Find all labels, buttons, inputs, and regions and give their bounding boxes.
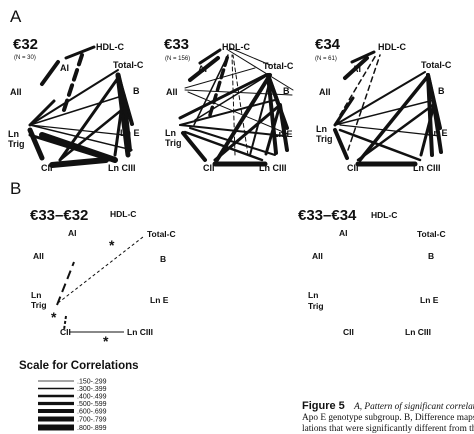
node-trig-label: Trig	[31, 300, 47, 310]
node-cii: CII	[60, 327, 71, 337]
panel-a-label: A	[10, 7, 22, 26]
node-ln-label: Ln	[8, 129, 19, 139]
node-ln-label: Ln	[165, 128, 176, 138]
graph-e33-n: (N = 156)	[165, 56, 190, 62]
node-ln-ciii: Ln CIII	[127, 327, 153, 337]
scale-title: Scale for Correlations	[19, 360, 139, 372]
node-ln-e: Ln E	[120, 128, 140, 138]
scale-item-1: .150-.299	[77, 379, 107, 386]
node-total-c: Total-C	[147, 229, 176, 239]
node-ln-ciii: Ln CIII	[259, 163, 287, 173]
caption-line-3: lations that were significantly differen…	[302, 424, 474, 434]
graph-diff-e33-e34-title: €33–€34	[298, 207, 357, 224]
edges-e32	[27, 45, 134, 168]
node-b: B	[160, 254, 166, 264]
graph-diff-e33-e34: €33–€34 HDL-C Total-C B Ln E Ln CIII CII…	[298, 207, 446, 337]
node-ln-e: Ln E	[420, 295, 439, 305]
node-aii: AII	[312, 251, 323, 261]
node-ln-ciii: Ln CIII	[413, 163, 441, 173]
edges-diff-e33-e32	[56, 236, 144, 333]
node-cii: CII	[41, 163, 53, 173]
node-trig-label: Trig	[308, 301, 324, 311]
node-ln-label: Ln	[308, 290, 318, 300]
node-ln-label: Ln	[316, 124, 327, 134]
node-total-c: Total-C	[263, 61, 294, 71]
node-b: B	[283, 86, 290, 96]
node-aii: AII	[33, 251, 44, 261]
node-ln-e: Ln E	[273, 129, 293, 139]
graph-e33: €33 (N = 156) HDL-C Total-C B Ln E Ln CI…	[164, 36, 294, 173]
node-ln-e: Ln E	[428, 128, 448, 138]
significance-star: *	[51, 309, 57, 325]
node-hdl-c: HDL-C	[371, 210, 397, 220]
node-ai: AI	[339, 228, 348, 238]
graph-e34: €34 (N = 61) HDL-C Total-C B Ln E Ln CII…	[315, 36, 452, 173]
graph-e32-title: €32	[13, 36, 38, 53]
caption-line-1: Figure 5 A, Pattern of significant corre…	[302, 401, 474, 413]
node-cii: CII	[347, 163, 359, 173]
graph-e32: €32 (N = 30) HDL-C Total-C B Ln E Ln CII…	[8, 36, 144, 173]
node-ln-label: Ln	[31, 290, 41, 300]
node-cii: CII	[203, 163, 215, 173]
node-ln-ciii: Ln CIII	[405, 327, 431, 337]
caption-line-2: Apo E genotype subgroup. B, Difference m…	[302, 413, 474, 423]
node-ai: AI	[198, 64, 207, 74]
significance-star: *	[103, 333, 109, 349]
node-aii: AII	[10, 87, 22, 97]
node-trig-label: Trig	[8, 139, 25, 149]
graph-diff-e33-e32-title: €33–€32	[30, 207, 88, 224]
caption-figure-label: Figure 5	[302, 401, 345, 412]
node-hdl-c: HDL-C	[222, 42, 250, 52]
node-b: B	[133, 86, 140, 96]
node-aii: AII	[166, 87, 178, 97]
node-b: B	[438, 86, 445, 96]
node-trig-label: Trig	[165, 138, 182, 148]
node-ai: AI	[60, 63, 69, 73]
scale-item-7: .800-.899	[77, 425, 107, 432]
node-total-c: Total-C	[417, 229, 446, 239]
node-ai: AI	[352, 64, 361, 74]
node-b: B	[428, 251, 434, 261]
edges-e33	[178, 47, 294, 167]
node-aii: AII	[319, 87, 331, 97]
significance-star: *	[109, 237, 115, 253]
scale-item-3: .400-.499	[77, 394, 107, 401]
node-total-c: Total-C	[421, 60, 452, 70]
node-total-c: Total-C	[113, 60, 144, 70]
scale-item-5: .600-.699	[77, 409, 107, 416]
panel-b-label: B	[10, 179, 21, 198]
correlation-scale-legend: Scale for Correlations .150-.299 .300-.3…	[19, 360, 139, 432]
figure-caption: Figure 5 A, Pattern of significant corre…	[302, 401, 474, 434]
node-ln-e: Ln E	[150, 295, 169, 305]
node-ln-ciii: Ln CIII	[108, 163, 136, 173]
scale-item-4: .500-.599	[77, 401, 107, 408]
scale-item-6: .700-.799	[77, 417, 107, 424]
node-ai: AI	[68, 228, 77, 238]
edges-e34	[333, 50, 443, 167]
graph-diff-e33-e32: €33–€32 HDL-C Total-C B Ln E Ln CIII CII…	[30, 207, 176, 349]
graph-e34-n: (N = 61)	[315, 56, 337, 62]
graph-e33-title: €33	[164, 36, 189, 53]
caption-text-1: A, Pattern of significant correlations w…	[354, 402, 474, 412]
graph-e34-title: €34	[315, 36, 341, 53]
node-cii: CII	[343, 327, 354, 337]
node-hdl-c: HDL-C	[378, 42, 406, 52]
node-hdl-c: HDL-C	[110, 209, 136, 219]
node-trig-label: Trig	[316, 134, 333, 144]
scale-item-2: .300-.399	[77, 386, 107, 393]
graph-e32-n: (N = 30)	[14, 55, 36, 61]
node-hdl-c: HDL-C	[96, 42, 124, 52]
